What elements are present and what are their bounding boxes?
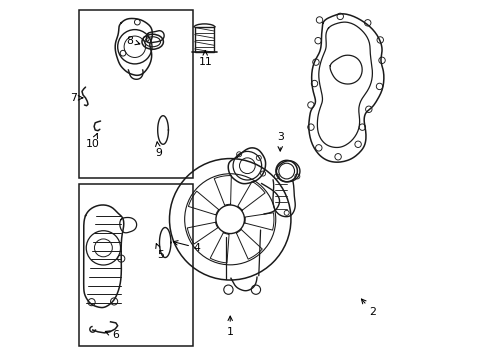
Text: 9: 9 bbox=[155, 142, 162, 158]
Text: 2: 2 bbox=[361, 299, 376, 317]
Text: 1: 1 bbox=[226, 316, 233, 337]
Bar bbox=[194, 27, 214, 53]
Text: 6: 6 bbox=[105, 330, 119, 341]
Text: 4: 4 bbox=[173, 240, 201, 253]
Text: 10: 10 bbox=[85, 134, 100, 149]
Text: 11: 11 bbox=[198, 51, 212, 67]
Text: 3: 3 bbox=[276, 132, 283, 151]
Text: 5: 5 bbox=[156, 244, 163, 260]
Bar bbox=[80, 184, 192, 346]
Text: 8: 8 bbox=[126, 36, 140, 46]
Text: 7: 7 bbox=[69, 93, 82, 103]
Bar bbox=[80, 10, 192, 178]
